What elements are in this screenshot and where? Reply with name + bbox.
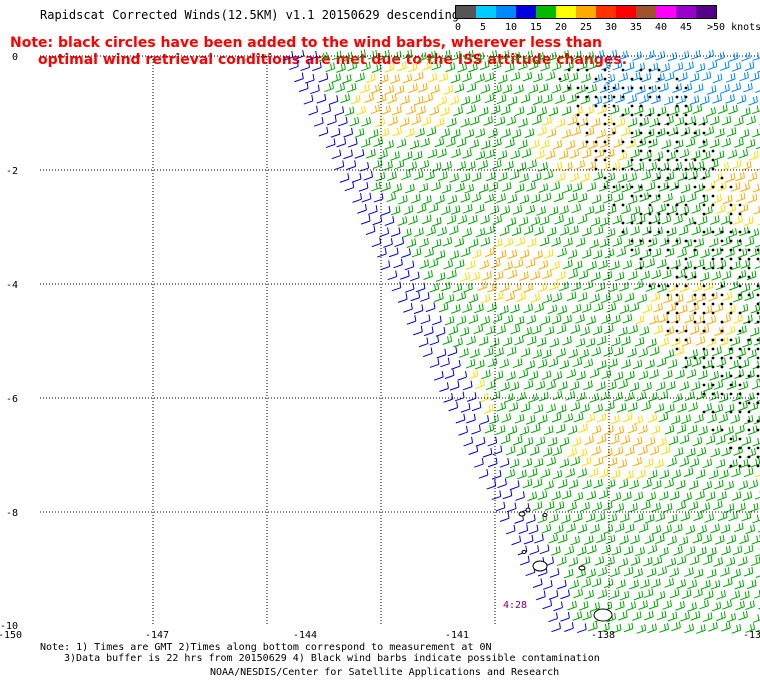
legend-label: 25 [580,22,593,33]
legend-label: 5 [480,22,487,33]
axis-labels: 0 -2 -4 -6 -8 -10-150 -147 -144 -141 -138 -13 [0,52,760,641]
lon-tick-label: -144 [293,630,317,641]
legend-label: 15 [530,22,543,33]
legend-label: 35 [630,22,643,33]
legend-swatch [596,6,616,18]
island-outlines [518,507,613,622]
lon-tick-label: -138 [591,630,615,641]
lat-tick-label: -2 [6,166,18,177]
footer-credit: NOAA/NESDIS/Center for Satellite Applica… [210,667,560,678]
legend-label: 20 [555,22,568,33]
legend-label: 30 [605,22,618,33]
legend-swatch [496,6,516,18]
legend-swatch [696,6,716,18]
legend-swatch [456,6,476,18]
footer-note-2: 3)Data buffer is 22 hrs from 20150629 4)… [64,653,600,664]
lon-tick-label: -147 [145,630,169,641]
lon-tick-label: -13 [743,630,760,641]
swath-time-label: 4:28 [503,600,528,611]
legend-swatch [656,6,676,18]
wind-barb-field [283,49,760,634]
legend-swatch [536,6,556,18]
legend-label: >50 knots [707,22,760,33]
footer-note-1: Note: 1) Times are GMT 2)Times along bot… [40,642,492,653]
legend-swatch [516,6,536,18]
legend-color-bar [455,5,717,19]
lat-tick-label: -8 [6,508,18,519]
legend-label: 10 [505,22,518,33]
lat-tick-label: -6 [6,394,18,405]
legend-label: 0 [455,22,462,33]
lon-tick-label: -141 [445,630,469,641]
graticule [40,55,760,625]
legend-label: 40 [655,22,668,33]
wind-speed-legend: 0 5 10 15 20 25 30 35 40 45 >50 knots [455,5,760,36]
map-title: Rapidscat Corrected Winds(12.5KM) v1.1 2… [40,8,460,22]
legend-swatch [556,6,576,18]
note-line-1: Note: black circles have been added to t… [10,35,603,51]
legend-swatch [616,6,636,18]
lat-tick-label: -4 [6,280,18,291]
legend-swatch [576,6,596,18]
lon-tick-label: -150 [0,630,22,641]
legend-swatch [676,6,696,18]
legend-swatch [476,6,496,18]
legend-labels: 0 5 10 15 20 25 30 35 40 45 >50 knots [455,22,760,36]
lat-tick-label: -10 [0,621,18,632]
legend-swatch [636,6,656,18]
lat-tick-label: 0 [12,52,18,63]
legend-label: 45 [680,22,693,33]
